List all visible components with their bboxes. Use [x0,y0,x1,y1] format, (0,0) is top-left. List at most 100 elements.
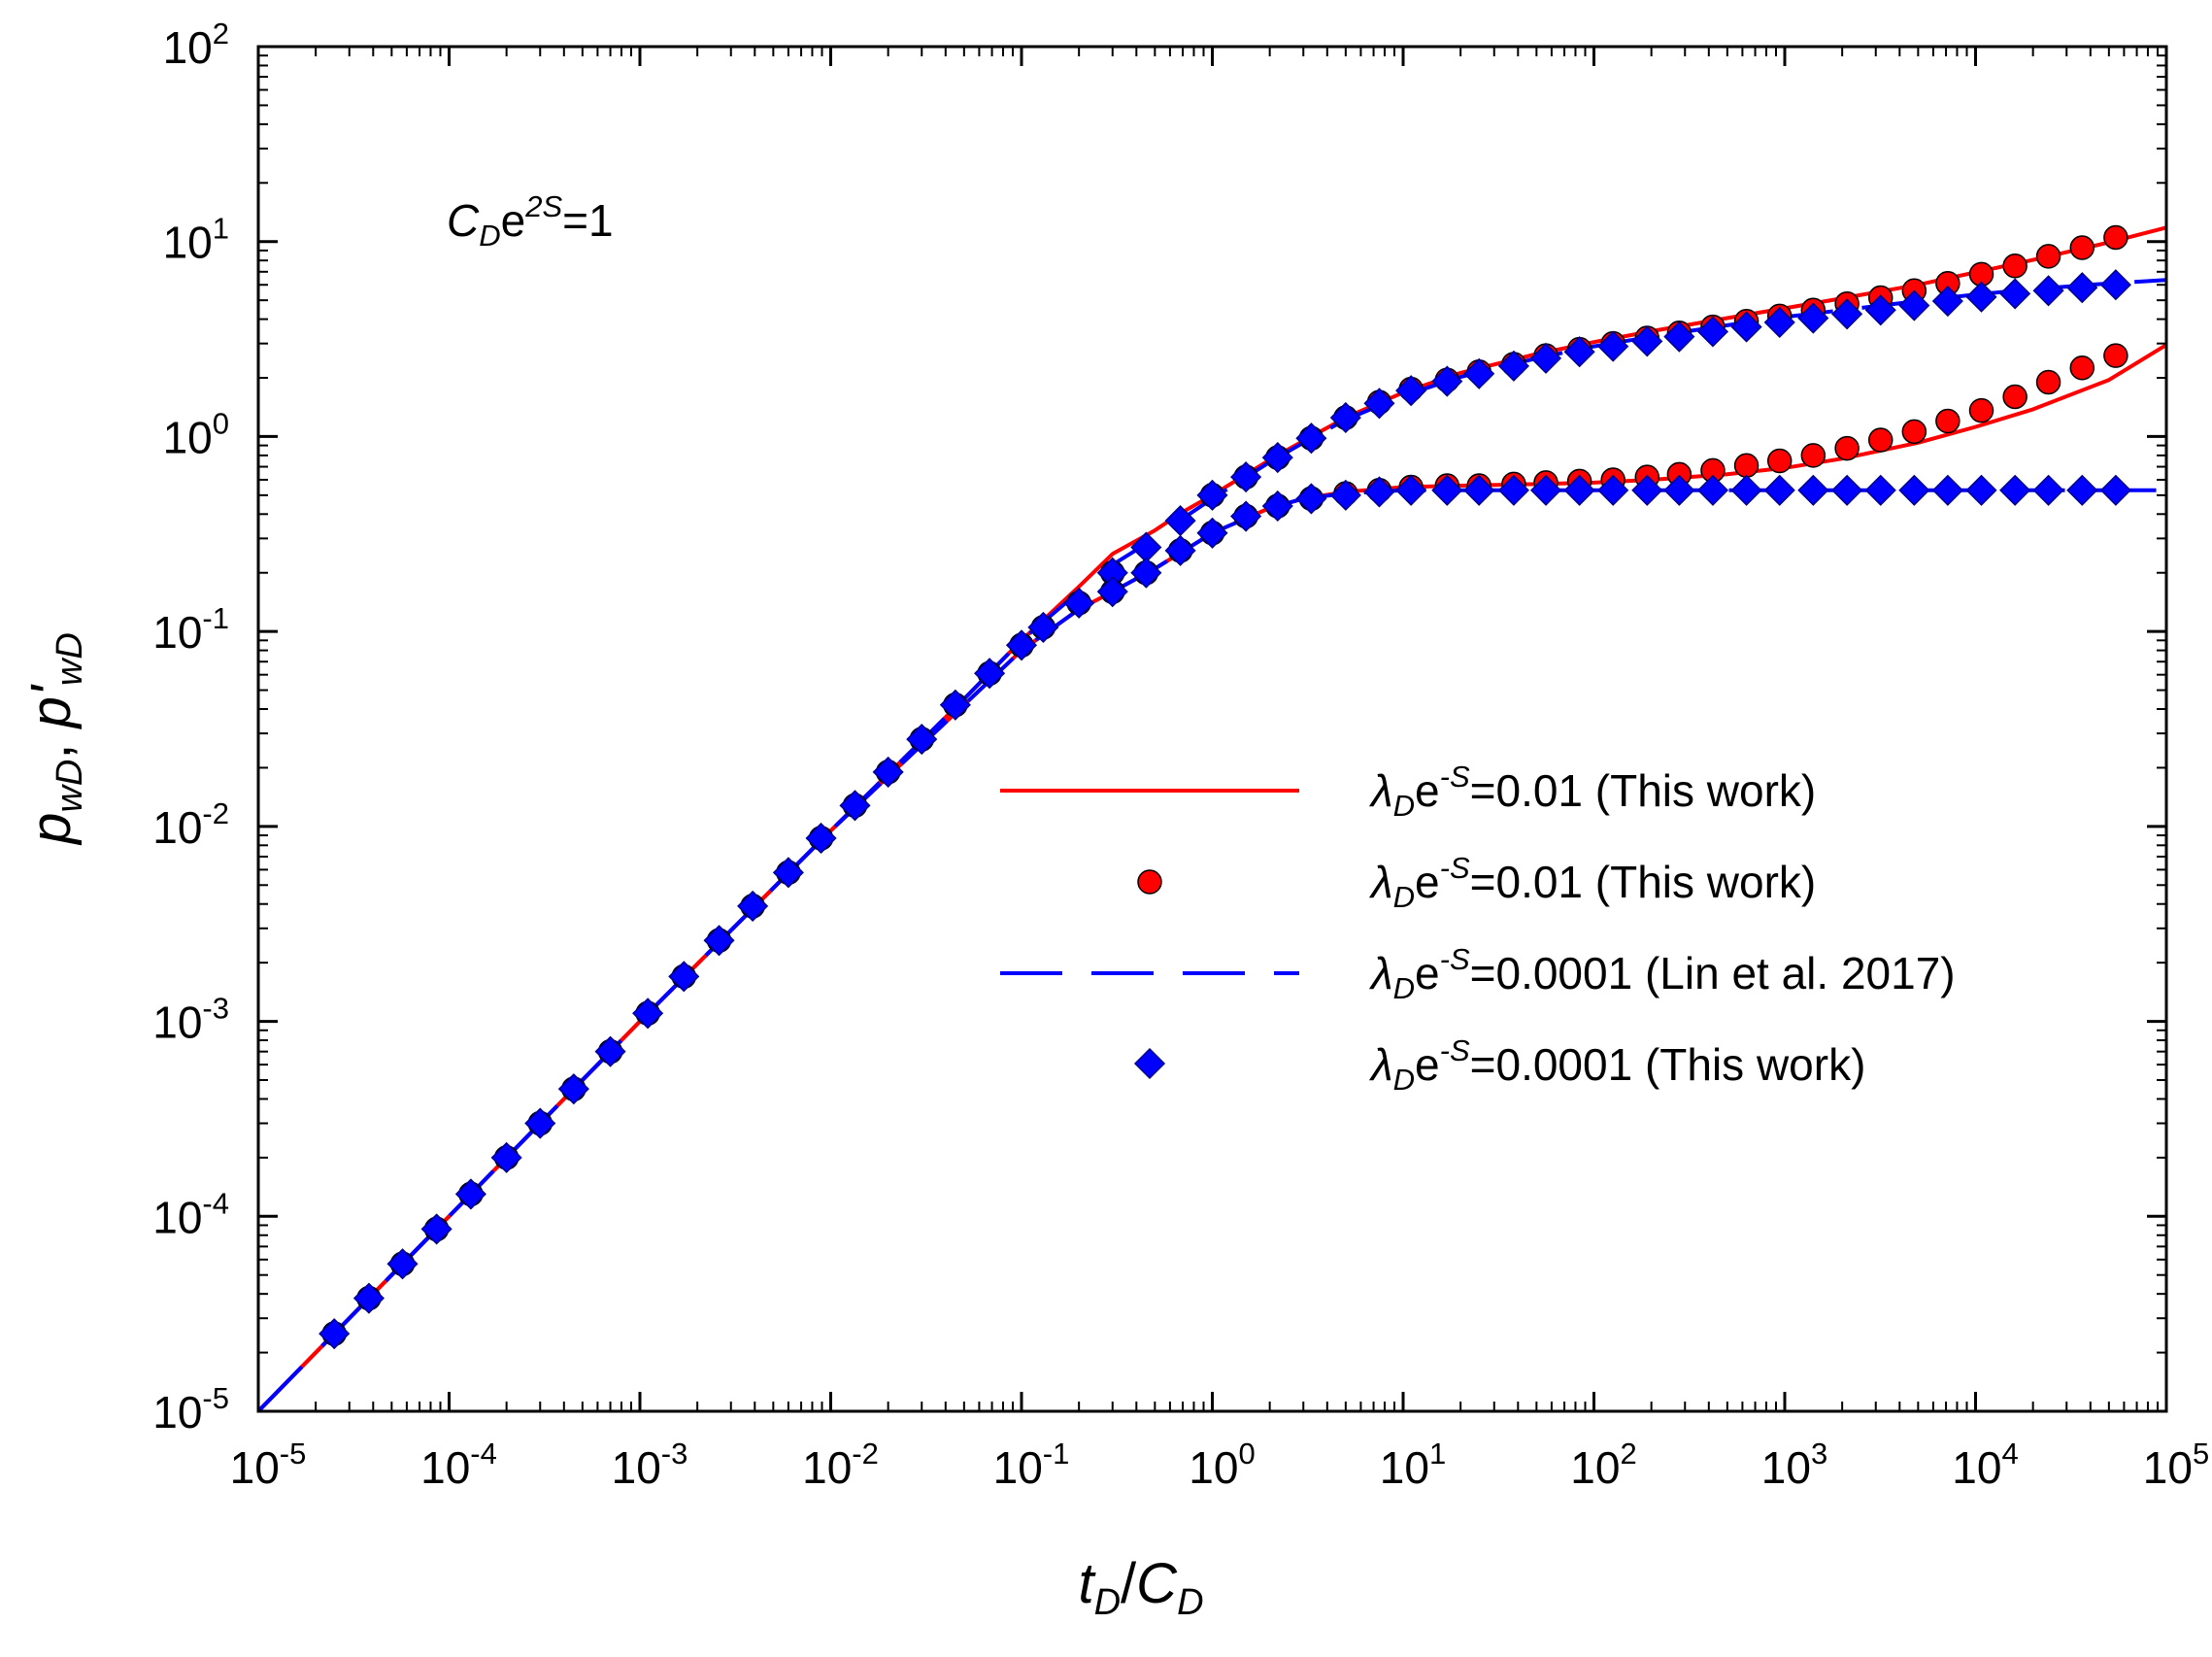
x-tick-label: 102 [1570,1437,1636,1493]
data-point-diamond [2066,474,2098,506]
data-point-diamond [1463,474,1495,506]
data-point-diamond [939,689,971,721]
data-point-circle [2002,254,2028,279]
data-point-diamond [1999,474,2031,506]
x-tick-label: 100 [1189,1437,1255,1493]
data-point-diamond [2032,275,2064,307]
data-point-diamond [1463,357,1495,389]
data-point-circle [2002,384,2028,410]
data-point-circle [1935,408,1961,434]
data-point-diamond [1864,294,1896,326]
data-point-diamond [557,1073,589,1105]
y-tick-label: 101 [163,212,229,268]
data-point-circle [1867,427,1894,453]
tick-labels: 10-5 10-4 10-3 10-2 10-1 100 101 102 103 104 105 10… [152,17,2209,1493]
data-point-circle [1968,397,1994,423]
x-tick-label: 105 [2143,1437,2209,1493]
data-point-diamond [1898,474,1930,506]
data-point-circle [2103,343,2128,368]
data-point-diamond [872,756,904,788]
data-point-diamond [1931,474,1963,506]
data-point-diamond [1329,401,1361,434]
x-tick-label: 10-3 [612,1437,688,1493]
data-point-circle [1766,448,1793,474]
x-tick-label: 10-4 [420,1437,497,1493]
data-point-circle [1834,435,1860,461]
y-tick-label: 10-2 [152,796,229,853]
data-point-diamond [1730,311,1762,343]
data-point-diamond [1261,490,1293,523]
data-point-diamond [2099,474,2131,506]
x-tick-label: 10-1 [993,1437,1070,1493]
data-point-circle [1800,443,1827,468]
data-point-diamond [805,822,837,855]
data-point-diamond [2099,269,2131,301]
data-point-diamond [1965,281,1997,313]
data-point-diamond [2032,474,2064,506]
data-point-diamond [906,724,938,756]
series-layer [256,224,2168,1413]
data-point-diamond [1763,474,1795,506]
data-point-diamond [1027,611,1059,643]
data-point-circle [2069,355,2095,381]
data-point-diamond [1597,474,1629,506]
data-point-diamond [1529,342,1562,374]
data-point-diamond [839,790,871,822]
data-point-diamond [1363,476,1395,508]
data-point-diamond [352,1282,385,1314]
data-point-diamond [1497,350,1529,382]
data-point-diamond [1295,483,1327,515]
data-point-diamond [1631,325,1663,357]
data-point-diamond [1663,321,1695,353]
data-point-diamond [2066,272,2098,304]
data-point-diamond [490,1141,522,1173]
series-line [256,488,2166,1413]
data-point-diamond [1797,302,1829,334]
y-tick-label: 10-3 [152,992,229,1048]
data-point-diamond [1529,474,1562,506]
legend-label-blue-diamond: λDe-S=0.0001 (This work) [1368,1033,1865,1097]
x-tick-label: 104 [1952,1437,2018,1493]
data-point-circle [2035,244,2061,269]
data-point-diamond [668,961,700,993]
y-tick-label: 10-5 [152,1381,229,1437]
data-point-diamond [386,1248,419,1280]
data-point-diamond [1295,423,1327,455]
y-axis-title: pwD, p'wD [19,632,90,846]
data-point-diamond [1431,365,1463,397]
data-point-diamond [1696,474,1729,506]
data-point-diamond [1395,375,1427,407]
data-point-diamond [1730,474,1762,506]
data-point-diamond [1999,278,2031,310]
data-point-diamond [772,857,804,889]
annotation-cd-e2s: CDe2S=1 [447,189,614,253]
data-point-diamond [1005,629,1038,661]
data-point-diamond [524,1107,556,1139]
legend-swatch-blue-diamond [1133,1047,1166,1080]
data-point-diamond [974,658,1006,690]
data-point-circle [2103,224,2128,251]
data-point-diamond [1063,587,1095,619]
data-point-diamond [1130,557,1162,589]
legend-label-red-circle: λDe-S=0.01 (This work) [1368,851,1816,914]
data-point-diamond [1631,474,1663,506]
data-point-diamond [1797,474,1829,506]
x-tick-label: 10-2 [802,1437,879,1493]
data-point-diamond [1898,289,1930,321]
x-axis-title: tD/CD [1078,1552,1203,1623]
data-point-diamond [1196,479,1228,511]
data-point-diamond [1864,474,1896,506]
legend-label-blue-dashed: λDe-S=0.0001 (Lin et al. 2017) [1368,942,1956,1005]
data-point-diamond [1196,517,1228,549]
data-point-diamond [1497,474,1529,506]
data-point-diamond [1563,474,1595,506]
x-tick-label: 103 [1761,1437,1827,1493]
data-point-diamond [1431,474,1463,506]
data-point-diamond [1696,316,1729,348]
data-point-circle [2069,235,2095,260]
data-point-diamond [1261,442,1293,474]
data-point-diamond [420,1213,452,1245]
data-point-diamond [1363,388,1395,420]
data-point-diamond [1563,336,1595,368]
